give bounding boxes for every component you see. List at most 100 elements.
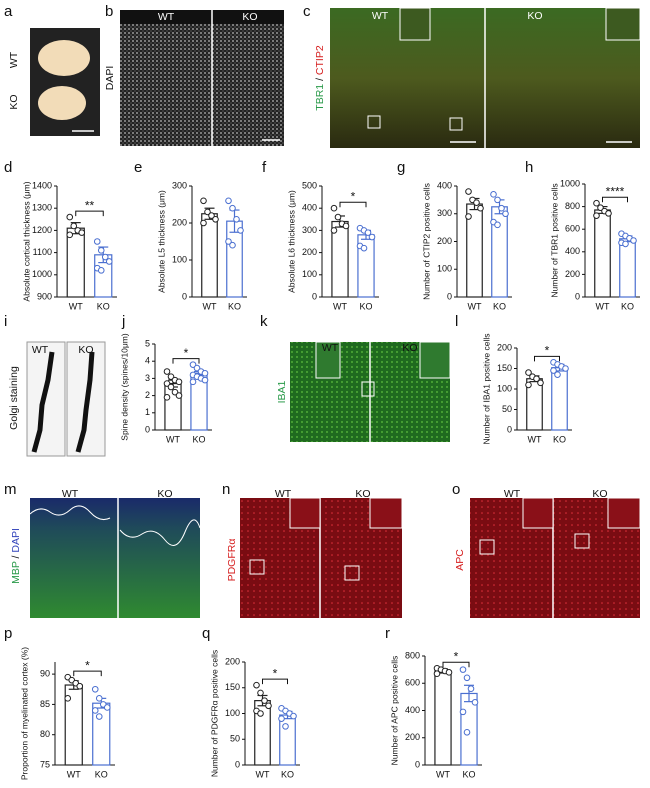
data-point bbox=[463, 729, 471, 736]
stain-label: Golgi staining bbox=[8, 366, 20, 430]
x-tick-label: KO bbox=[97, 301, 110, 311]
y-tick-label: 600 bbox=[405, 678, 420, 688]
stain-label: APC bbox=[454, 549, 466, 571]
y-tick-label: 1 bbox=[145, 407, 150, 417]
y-tick-label: 200 bbox=[172, 217, 187, 227]
y-tick-label: 900 bbox=[37, 291, 52, 301]
data-point bbox=[229, 204, 236, 212]
stain-separator: / bbox=[10, 555, 22, 558]
stain-label: IBA1 bbox=[276, 380, 288, 403]
y-tick-label: 400 bbox=[437, 180, 452, 190]
column-label: KO bbox=[402, 342, 417, 354]
panel-label: o bbox=[452, 481, 460, 498]
data-point bbox=[97, 247, 105, 254]
significance-bracket bbox=[442, 661, 470, 668]
inset bbox=[607, 497, 641, 529]
y-tick-label: 0 bbox=[507, 424, 512, 434]
significance-bracket bbox=[534, 355, 560, 362]
data-point bbox=[593, 212, 600, 219]
data-point bbox=[225, 197, 232, 205]
inset bbox=[369, 497, 403, 529]
roi-box bbox=[449, 117, 463, 131]
data-point bbox=[66, 213, 74, 221]
data-point bbox=[208, 212, 215, 219]
panel-i: i WT KO Golgi staining bbox=[4, 313, 106, 457]
data-point bbox=[93, 238, 101, 245]
panel-o: o WT KO APC bbox=[452, 481, 641, 618]
roi-box bbox=[276, 377, 290, 393]
y-tick-label: 300 bbox=[437, 208, 452, 218]
data-point bbox=[459, 708, 467, 716]
data-point bbox=[167, 383, 175, 391]
data-point bbox=[459, 666, 467, 673]
y-tick-label: 300 bbox=[302, 225, 317, 235]
x-tick-label: WT bbox=[436, 769, 450, 779]
data-point bbox=[91, 685, 99, 693]
y-tick-label: 200 bbox=[565, 269, 580, 279]
y-tick-label: 1200 bbox=[32, 225, 52, 235]
data-point bbox=[201, 369, 209, 377]
y-tick-label: 3 bbox=[145, 373, 150, 383]
y-axis-label: Number of APC positive cells bbox=[389, 656, 399, 766]
y-axis-label: Spine density (spines/10μm) bbox=[119, 333, 129, 441]
data-point bbox=[175, 392, 183, 399]
column-label: WT bbox=[504, 488, 521, 500]
x-tick-label: WT bbox=[203, 301, 217, 311]
data-point bbox=[171, 388, 179, 396]
data-point bbox=[622, 240, 629, 248]
data-point bbox=[593, 199, 600, 207]
significance-label: * bbox=[273, 666, 278, 680]
y-tick-label: 200 bbox=[437, 236, 452, 246]
data-point bbox=[163, 368, 171, 375]
y-tick-label: 2 bbox=[145, 390, 150, 400]
significance-bracket bbox=[262, 678, 288, 685]
panel-label: n bbox=[222, 481, 230, 498]
data-point bbox=[471, 699, 479, 706]
data-point bbox=[64, 695, 72, 702]
panel-label: q bbox=[202, 625, 210, 642]
inset bbox=[289, 497, 321, 529]
panel-label: h bbox=[525, 159, 533, 176]
bar bbox=[434, 670, 452, 766]
data-point bbox=[253, 681, 260, 689]
y-tick-label: 400 bbox=[565, 246, 580, 256]
y-tick-label: 1000 bbox=[32, 269, 52, 279]
significance-bracket bbox=[73, 670, 102, 677]
data-point bbox=[525, 381, 532, 389]
dendrite bbox=[31, 351, 55, 453]
x-tick-label: WT bbox=[596, 301, 610, 311]
data-point bbox=[330, 227, 338, 234]
image-header bbox=[120, 10, 284, 24]
y-tick-label: 600 bbox=[565, 224, 580, 234]
y-axis-label: Number of CTIP2 positive cells bbox=[421, 183, 431, 300]
data-point bbox=[225, 238, 232, 245]
data-point bbox=[473, 199, 480, 206]
data-point bbox=[257, 710, 264, 717]
data-point bbox=[189, 378, 197, 386]
data-point bbox=[91, 707, 99, 714]
column-label: WT bbox=[275, 488, 292, 500]
y-tick-label: 400 bbox=[405, 705, 420, 715]
inset bbox=[419, 341, 451, 379]
y-tick-label: 200 bbox=[497, 342, 512, 352]
data-point bbox=[334, 213, 342, 221]
significance-bracket bbox=[602, 196, 628, 203]
bar bbox=[594, 209, 611, 298]
panel-n: n WT KO PDGFRα bbox=[222, 481, 403, 618]
data-point bbox=[494, 196, 501, 204]
data-point bbox=[364, 229, 372, 236]
bar bbox=[279, 714, 296, 766]
panel-label: j bbox=[121, 313, 125, 330]
data-point bbox=[233, 216, 240, 223]
data-point bbox=[330, 204, 338, 212]
stain: TBR1 bbox=[314, 84, 326, 111]
data-point bbox=[163, 394, 171, 401]
data-point bbox=[105, 258, 113, 265]
data-point bbox=[537, 379, 544, 387]
data-point bbox=[463, 674, 471, 682]
y-axis-label: Number of PDGFRα positive cells bbox=[209, 650, 219, 777]
data-point bbox=[433, 670, 441, 678]
y-tick-label: 300 bbox=[172, 180, 187, 190]
y-axis-label: Absolute L5 thickness (μm) bbox=[156, 190, 166, 293]
data-point bbox=[278, 715, 285, 722]
